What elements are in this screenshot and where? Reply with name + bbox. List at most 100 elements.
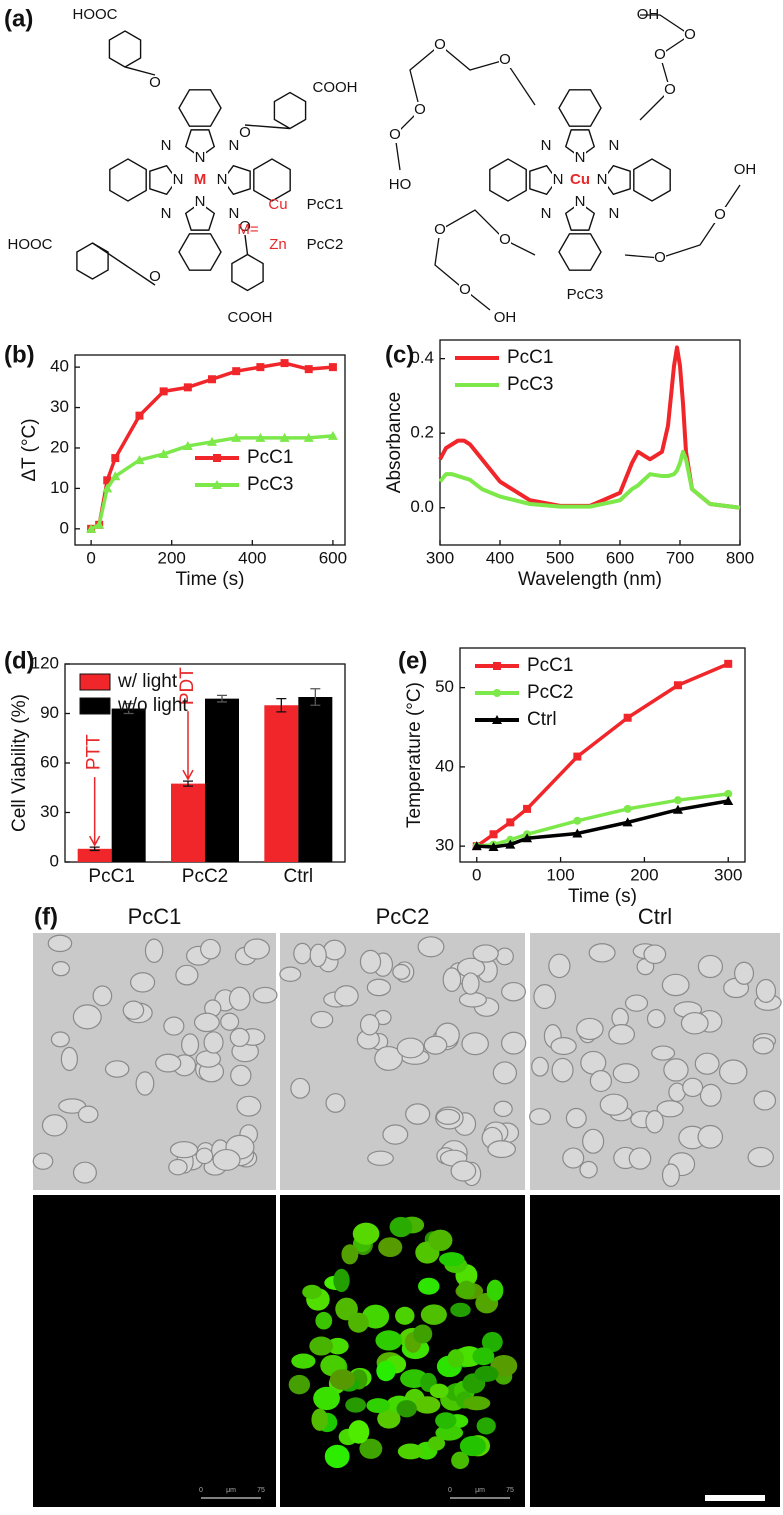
fluorescent-cell — [291, 1353, 316, 1369]
cell — [200, 938, 221, 960]
fluorescent-cell — [376, 1360, 396, 1382]
label: (c) — [385, 341, 414, 368]
label: 50 — [435, 677, 454, 696]
atom-bg — [194, 194, 206, 210]
cell — [32, 1152, 54, 1170]
cell — [374, 1045, 403, 1071]
cell — [651, 1045, 676, 1061]
cell — [663, 1058, 689, 1082]
fluorescent-cell — [429, 1383, 449, 1399]
cell — [293, 942, 312, 965]
bar — [264, 705, 299, 862]
panel-label: (a) — [4, 5, 33, 32]
atom-bg — [607, 205, 620, 222]
cell — [550, 1037, 577, 1056]
ring — [184, 129, 216, 158]
fluorescent-cell — [481, 1331, 503, 1353]
label: 400 — [486, 548, 514, 567]
marker — [327, 430, 338, 440]
label: COOH — [228, 309, 273, 326]
marker — [471, 841, 482, 851]
label: N — [609, 137, 620, 154]
fluorescent-cell — [288, 1374, 311, 1395]
label: O — [434, 221, 446, 238]
marker — [304, 365, 313, 374]
marker — [207, 436, 218, 446]
cell — [334, 985, 359, 1007]
cell — [753, 1090, 777, 1111]
cell — [309, 943, 327, 968]
marker — [622, 817, 633, 827]
cell — [195, 1050, 222, 1068]
chain — [624, 184, 741, 259]
marker — [493, 662, 501, 670]
cell — [612, 1063, 640, 1084]
chain — [639, 14, 692, 121]
cell — [624, 994, 649, 1012]
marker — [111, 454, 120, 463]
label: N — [195, 193, 206, 210]
label: O — [714, 206, 726, 223]
fluorescent-cell — [451, 1451, 470, 1470]
label: HOOC — [73, 6, 118, 23]
fluorescent-cell — [341, 1244, 359, 1265]
label: Cu — [570, 171, 590, 188]
label: 200 — [630, 865, 658, 884]
label: PcC2 — [182, 866, 228, 887]
cell — [236, 1095, 262, 1117]
label: N — [217, 171, 228, 188]
plot-frame — [74, 354, 346, 546]
cell — [548, 953, 571, 979]
marker — [182, 440, 193, 450]
marker — [102, 483, 113, 493]
cell — [181, 1033, 200, 1057]
cell — [243, 938, 271, 960]
label: PcC2 — [527, 682, 573, 703]
cell — [646, 1009, 666, 1029]
data-line — [476, 799, 729, 849]
marker — [256, 363, 265, 372]
legend-swatch — [79, 673, 111, 691]
label: 10 — [50, 478, 69, 497]
marker — [103, 476, 112, 485]
label: Absorbance — [384, 392, 405, 493]
cell — [495, 947, 514, 966]
label: N — [553, 171, 564, 188]
ring — [231, 253, 264, 292]
cell — [492, 1061, 518, 1085]
atom-bg — [568, 171, 592, 189]
label: 0 — [448, 1487, 452, 1494]
label: 400 — [238, 548, 266, 567]
label: (b) — [4, 341, 35, 368]
atom-bg — [654, 47, 666, 63]
marker — [488, 841, 499, 851]
label: 600 — [319, 548, 347, 567]
fluorescent-cell — [309, 1336, 334, 1356]
label: 30 — [40, 802, 59, 821]
fluorescent-cell — [326, 1337, 349, 1355]
fluorescent-cell — [324, 1444, 350, 1469]
marker — [492, 715, 502, 724]
cell — [458, 991, 487, 1008]
label: 40 — [50, 357, 69, 376]
label: Time (s) — [176, 569, 245, 590]
marker — [506, 818, 515, 827]
cell — [135, 1071, 155, 1096]
label: Ctrl — [284, 866, 314, 887]
fluorescent-cell — [366, 1398, 391, 1414]
label: O — [414, 101, 426, 118]
fluorescent-cell — [315, 1311, 333, 1330]
label: PcC1 — [307, 196, 344, 213]
cell — [493, 1100, 513, 1118]
marker — [522, 833, 533, 843]
marker — [505, 839, 516, 849]
ring — [109, 158, 147, 202]
plot-frame — [459, 647, 746, 863]
cell — [392, 963, 411, 980]
atom-bg — [499, 52, 511, 68]
cell — [359, 949, 382, 974]
label: N — [229, 137, 240, 154]
ring — [529, 164, 558, 196]
bar — [298, 697, 333, 862]
label: Wavelength (nm) — [518, 569, 662, 590]
